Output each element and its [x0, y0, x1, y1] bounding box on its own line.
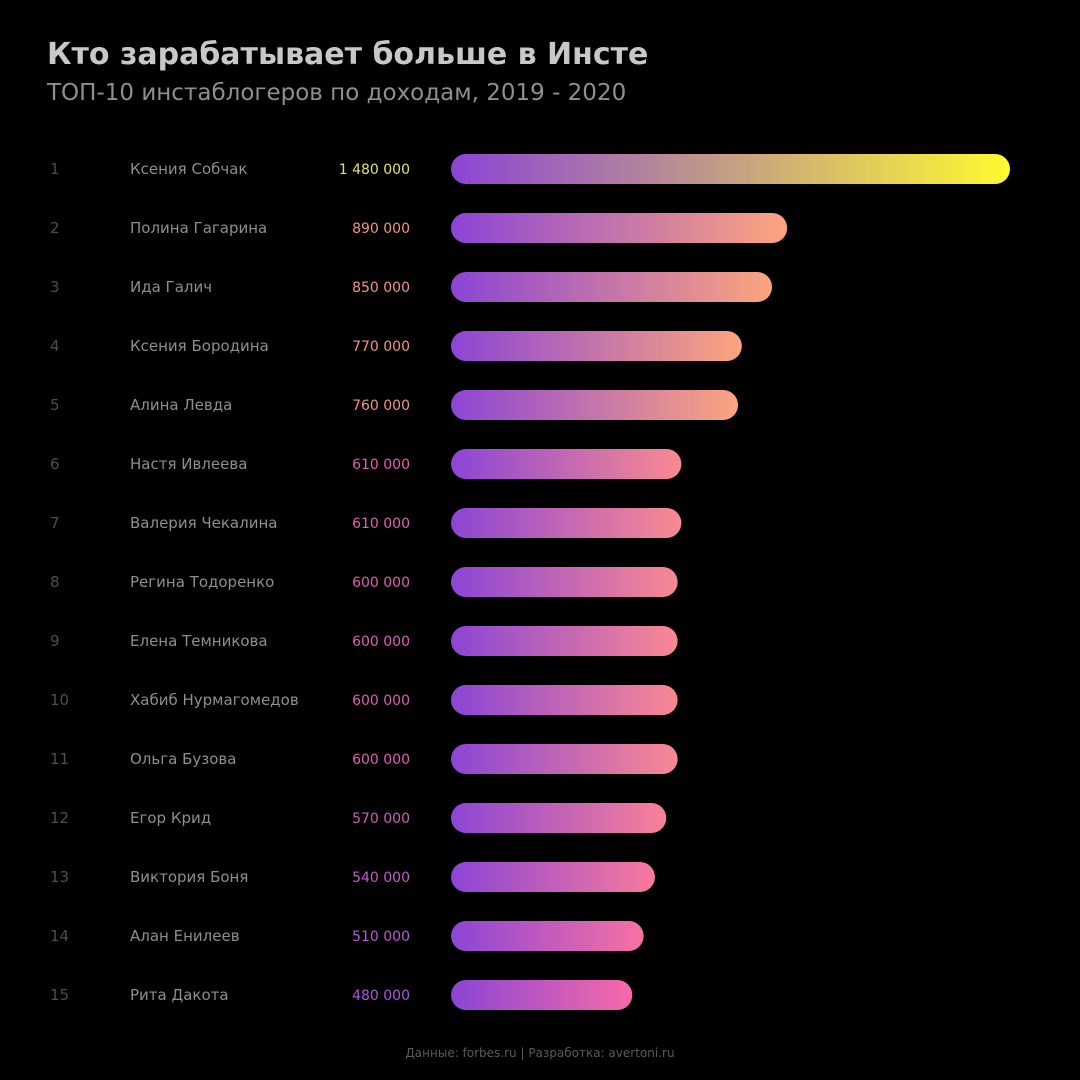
value-label: 480 000: [352, 988, 410, 1004]
chart-row: 1 Ксения Собчак 1 480 000: [50, 154, 1010, 184]
category-label: Валерия Чекалина: [130, 514, 277, 532]
category-label: Егор Крид: [130, 809, 211, 827]
chart-row: 5 Алина Левда 760 000: [50, 390, 739, 420]
value-label: 890 000: [352, 221, 410, 237]
category-label: Виктория Боня: [130, 868, 248, 886]
chart-row: 14 Алан Енилеев 510 000: [50, 921, 644, 951]
category-label: Хабиб Нурмагомедов: [130, 691, 299, 709]
value-label: 600 000: [352, 752, 410, 768]
bar: [451, 154, 1010, 184]
bar: [451, 862, 655, 892]
bar: [451, 744, 678, 774]
rank-label: 5: [50, 396, 60, 414]
rank-label: 2: [50, 219, 60, 237]
chart-row: 8 Регина Тодоренко 600 000: [50, 567, 678, 597]
bar: [451, 626, 678, 656]
chart-row: 9 Елена Темникова 600 000: [50, 626, 678, 656]
value-label: 600 000: [352, 634, 410, 650]
value-label: 770 000: [352, 339, 410, 355]
bar: [451, 980, 633, 1010]
bar: [451, 213, 788, 243]
bar: [451, 331, 742, 361]
bar: [451, 921, 644, 951]
chart-rows: 1 Ксения Собчак 1 480 000 2 Полина Гагарина 8…: [50, 154, 1010, 1010]
chart-row: 13 Виктория Боня 540 000: [50, 862, 655, 892]
category-label: Настя Ивлеева: [130, 455, 247, 473]
value-label: 600 000: [352, 693, 410, 709]
category-label: Алан Енилеев: [130, 927, 240, 945]
bar: [451, 567, 678, 597]
rank-label: 12: [50, 809, 69, 827]
bar: [451, 508, 682, 538]
rank-label: 14: [50, 927, 69, 945]
chart-row: 3 Ида Галич 850 000: [50, 272, 773, 302]
value-label: 850 000: [352, 280, 410, 296]
bar: [451, 803, 667, 833]
value-label: 610 000: [352, 516, 410, 532]
category-label: Елена Темникова: [130, 632, 268, 650]
rank-label: 3: [50, 278, 60, 296]
value-label: 1 480 000: [339, 162, 410, 178]
chart-row: 4 Ксения Бородина 770 000: [50, 331, 742, 361]
category-label: Ольга Бузова: [130, 750, 236, 768]
bar: [451, 272, 773, 302]
category-label: Полина Гагарина: [130, 219, 267, 237]
rank-label: 10: [50, 691, 69, 709]
chart-row: 11 Ольга Бузова 600 000: [50, 744, 678, 774]
category-label: Ксения Бородина: [130, 337, 269, 355]
bar: [451, 390, 739, 420]
bar: [451, 685, 678, 715]
chart-title: Кто зарабатывает больше в Инсте: [47, 37, 649, 72]
chart-row: 6 Настя Ивлеева 610 000: [50, 449, 682, 479]
category-label: Ксения Собчак: [130, 160, 248, 178]
category-label: Ида Галич: [130, 278, 212, 296]
rank-label: 1: [50, 160, 60, 178]
rank-label: 7: [50, 514, 60, 532]
category-label: Рита Дакота: [130, 986, 229, 1004]
value-label: 570 000: [352, 811, 410, 827]
chart-row: 15 Рита Дакота 480 000: [50, 980, 633, 1010]
data-source-credits: Данные: forbes.ru | Разработка: avertoni…: [405, 1046, 675, 1060]
category-label: Регина Тодоренко: [130, 573, 274, 591]
rank-label: 13: [50, 868, 69, 886]
value-label: 610 000: [352, 457, 410, 473]
value-label: 600 000: [352, 575, 410, 591]
rank-label: 6: [50, 455, 60, 473]
bar: [451, 449, 682, 479]
value-label: 510 000: [352, 929, 410, 945]
chart-row: 2 Полина Гагарина 890 000: [50, 213, 788, 243]
rank-label: 11: [50, 750, 69, 768]
rank-label: 4: [50, 337, 60, 355]
chart-row: 10 Хабиб Нурмагомедов 600 000: [50, 685, 678, 715]
rank-label: 15: [50, 986, 69, 1004]
chart-row: 7 Валерия Чекалина 610 000: [50, 508, 682, 538]
rank-label: 9: [50, 632, 60, 650]
rank-label: 8: [50, 573, 60, 591]
value-label: 540 000: [352, 870, 410, 886]
category-label: Алина Левда: [130, 396, 232, 414]
value-label: 760 000: [352, 398, 410, 414]
chart-subtitle: ТОП-10 инстаблогеров по доходам, 2019 - …: [47, 80, 627, 106]
chart-row: 12 Егор Крид 570 000: [50, 803, 667, 833]
